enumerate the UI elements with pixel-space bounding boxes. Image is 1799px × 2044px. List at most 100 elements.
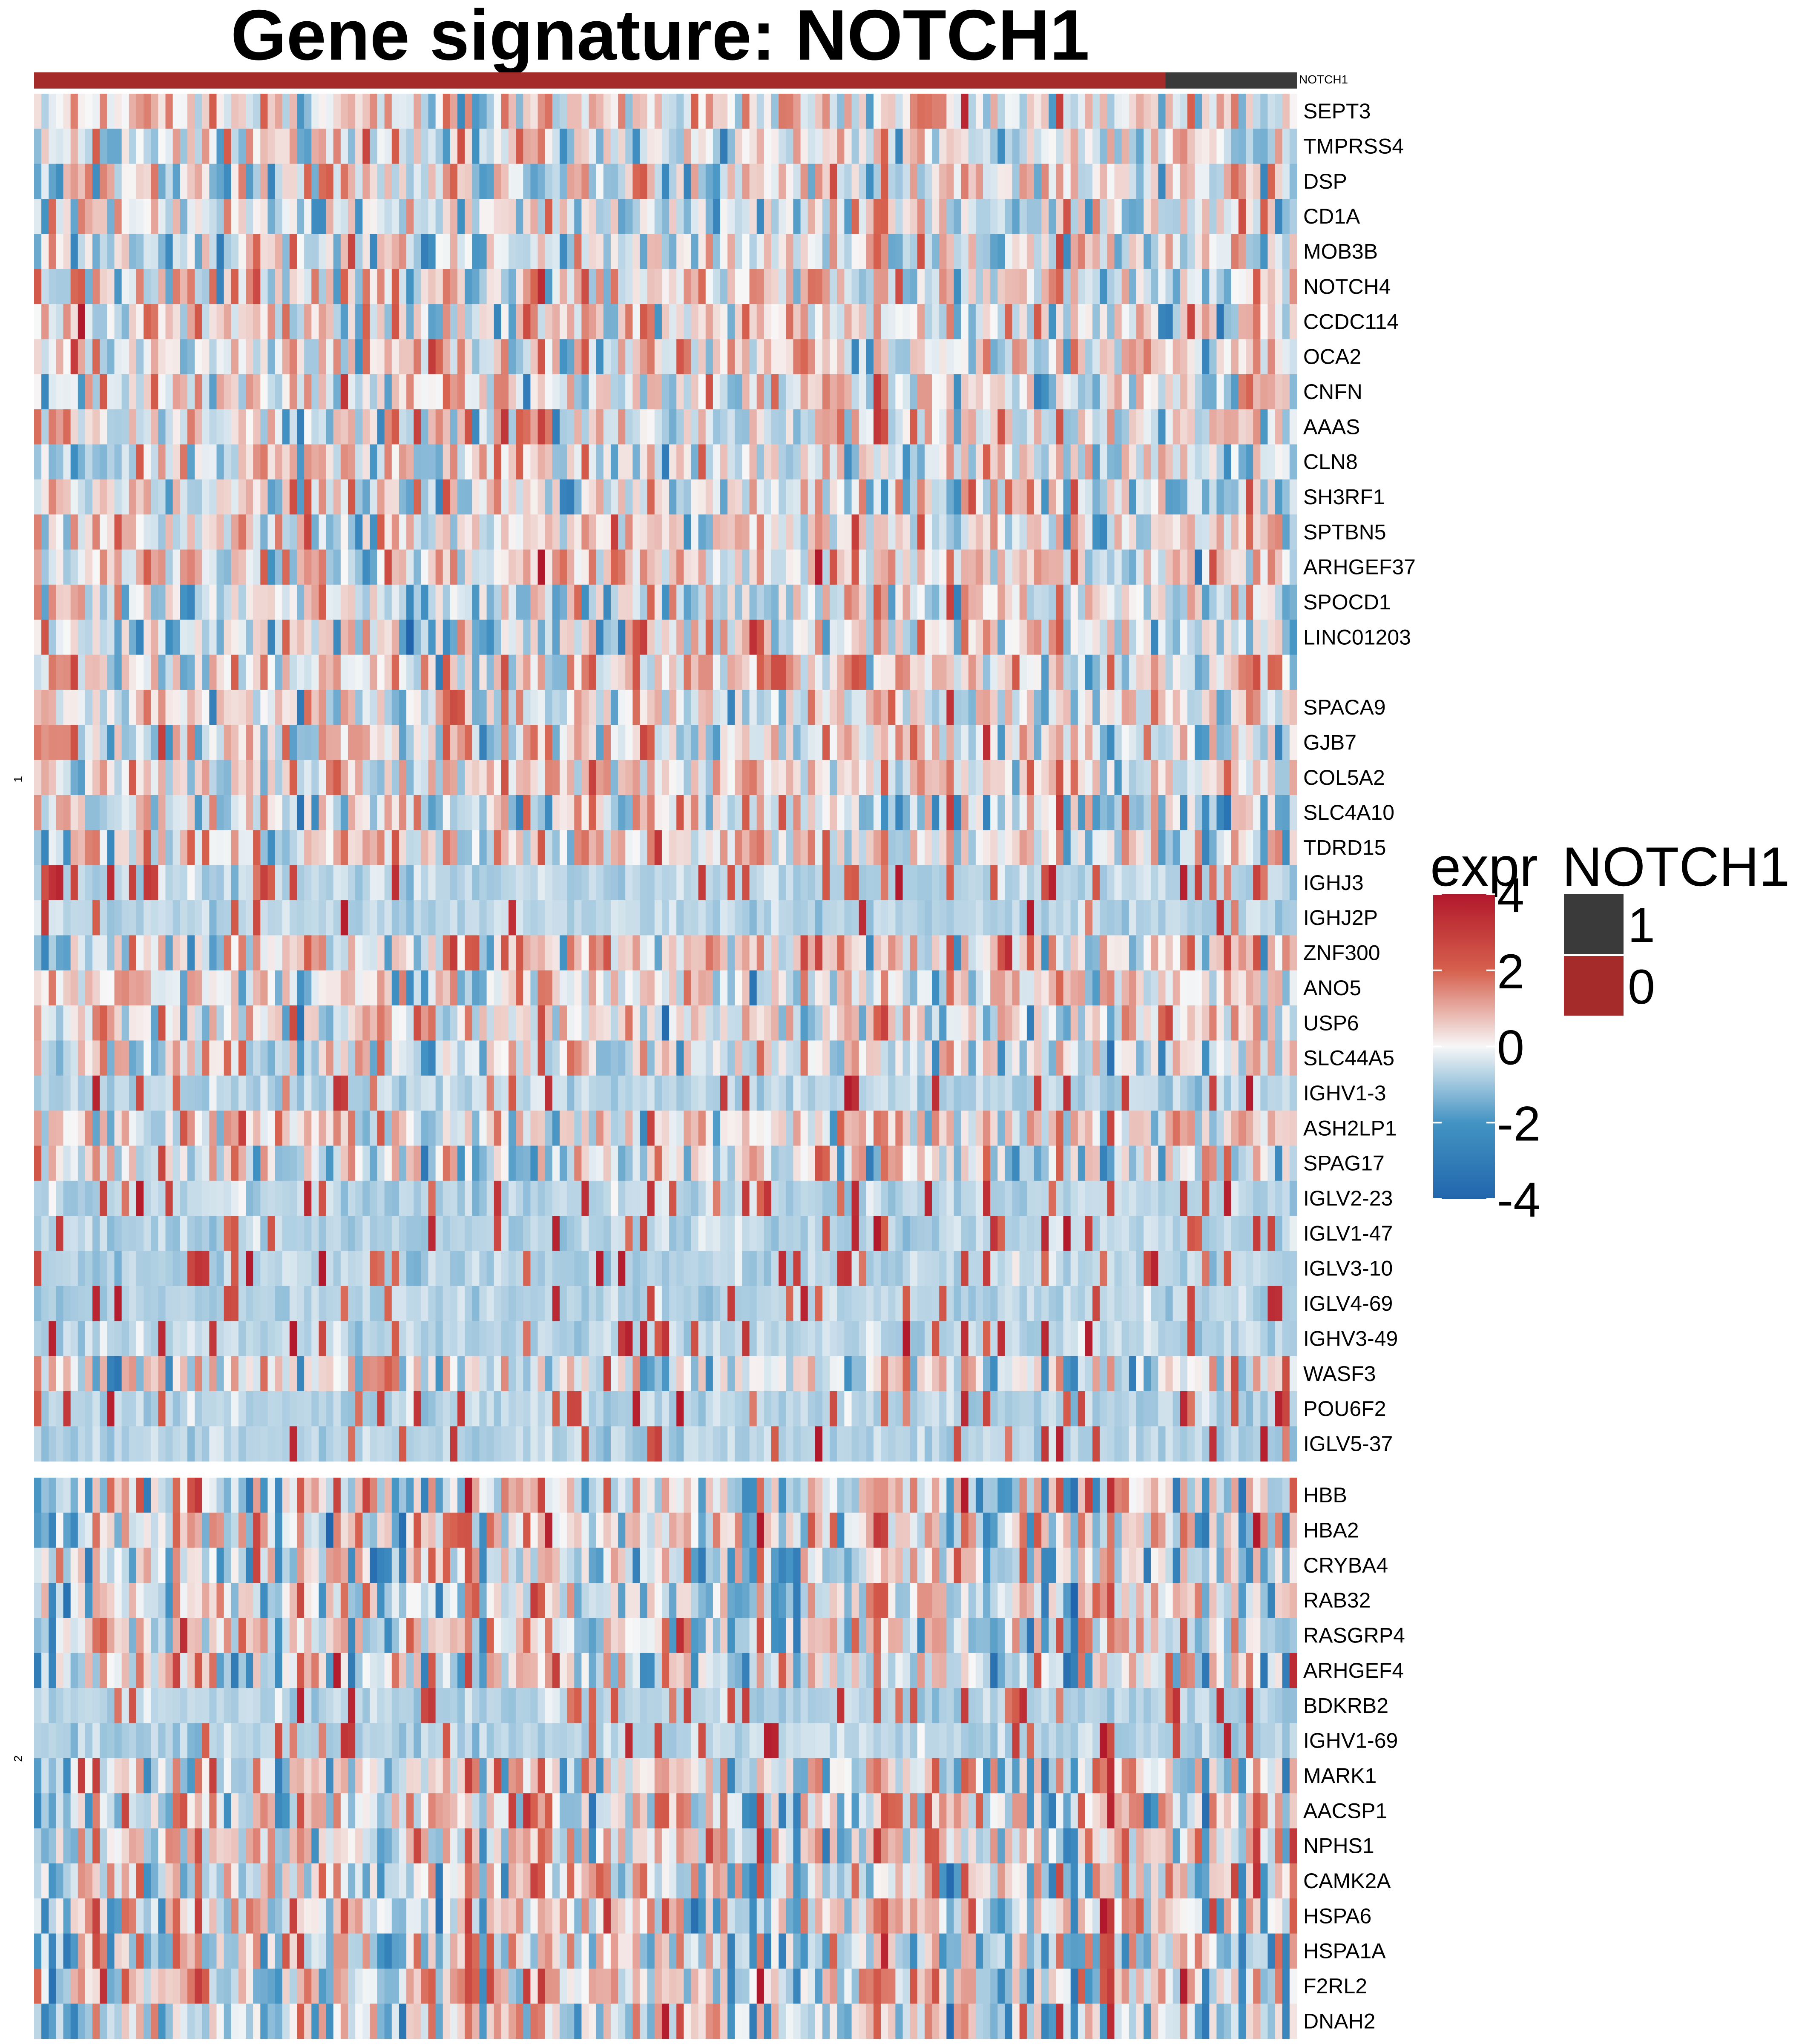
- heatmap-cell: [537, 374, 546, 410]
- heatmap-cell: [691, 339, 699, 375]
- heatmap-cell: [1173, 549, 1181, 585]
- heatmap-cell: [41, 1075, 49, 1111]
- heatmap-cell: [589, 935, 597, 971]
- heatmap-cell: [216, 129, 224, 164]
- heatmap-cell: [939, 620, 947, 655]
- annotation-group-0: [34, 72, 1166, 89]
- heatmap-cell: [1012, 655, 1020, 690]
- heatmap-cell: [472, 584, 480, 620]
- heatmap-cell: [457, 129, 465, 164]
- heatmap-cell: [859, 900, 867, 936]
- heatmap-cell: [523, 304, 531, 340]
- heatmap-cell: [275, 129, 283, 164]
- heatmap-cell: [859, 970, 867, 1006]
- heatmap-cell: [610, 199, 618, 234]
- heatmap-cell: [859, 549, 867, 585]
- heatmap-cell: [406, 339, 414, 375]
- heatmap-cell: [625, 970, 633, 1006]
- heatmap-cell: [289, 760, 297, 795]
- heatmap-cell: [859, 1040, 867, 1076]
- heatmap-cell: [1107, 234, 1115, 270]
- heatmap-cell: [296, 725, 305, 761]
- heatmap-cell: [1260, 655, 1268, 690]
- heatmap-cell: [275, 725, 283, 761]
- heatmap-cell: [705, 830, 713, 866]
- heatmap-cell: [705, 760, 713, 795]
- heatmap-cell: [866, 760, 874, 795]
- heatmap-cell: [56, 935, 64, 971]
- heatmap-cell: [537, 164, 546, 199]
- heatmap-cell: [1114, 339, 1122, 375]
- heatmap-cell: [1231, 725, 1239, 761]
- heatmap-cell: [661, 549, 670, 585]
- heatmap-cell: [997, 689, 1006, 725]
- heatmap-cell: [180, 164, 188, 199]
- heatmap-cell: [1216, 94, 1224, 129]
- heatmap-cell: [545, 620, 553, 655]
- heatmap-cell: [669, 409, 677, 445]
- heatmap-cell: [793, 970, 801, 1006]
- heatmap-cell: [479, 1075, 487, 1111]
- heatmap-cell: [1092, 900, 1100, 936]
- heatmap-cell: [1114, 549, 1122, 585]
- heatmap-cell: [1026, 129, 1035, 164]
- heatmap-cell: [384, 900, 392, 936]
- heatmap-cell: [756, 620, 764, 655]
- heatmap-cell: [195, 900, 202, 936]
- heatmap-cell: [1056, 584, 1064, 620]
- heatmap-cell: [968, 164, 976, 199]
- heatmap-cell: [107, 725, 115, 761]
- heatmap-cell: [1238, 689, 1246, 725]
- heatmap-cell: [311, 620, 319, 655]
- heatmap-cell: [851, 549, 859, 585]
- heatmap-cell: [187, 865, 195, 901]
- heatmap-cell: [771, 269, 779, 304]
- heatmap-cell: [391, 1040, 399, 1076]
- heatmap-cell: [851, 865, 859, 901]
- heatmap-cell: [1158, 689, 1166, 725]
- heatmap-cell: [1136, 865, 1144, 901]
- heatmap-cell: [144, 409, 151, 445]
- heatmap-cell: [231, 234, 239, 270]
- heatmap-cell: [1282, 1005, 1290, 1041]
- heatmap-cell: [895, 1005, 903, 1041]
- heatmap-cell: [1107, 900, 1115, 936]
- heatmap-cell: [530, 444, 538, 480]
- heatmap-cell: [574, 479, 582, 515]
- heatmap-cell: [377, 374, 385, 410]
- heatmap-cell: [1260, 199, 1268, 234]
- heatmap-cell: [1056, 1040, 1064, 1076]
- heatmap-cell: [1246, 935, 1253, 971]
- heatmap-cell: [669, 514, 677, 550]
- heatmap-cell: [333, 655, 341, 690]
- heatmap-cell: [486, 304, 494, 340]
- heatmap-cell: [1231, 830, 1239, 866]
- heatmap-cell: [370, 795, 378, 830]
- heatmap-cell: [800, 655, 808, 690]
- heatmap-cell: [545, 339, 553, 375]
- heatmap-cell: [618, 900, 626, 936]
- heatmap-cell: [946, 760, 954, 795]
- heatmap-cell: [1289, 830, 1297, 866]
- heatmap-cell: [70, 444, 78, 480]
- heatmap-cell: [509, 689, 516, 725]
- heatmap-cell: [326, 795, 334, 830]
- heatmap-cell: [837, 199, 845, 234]
- heatmap-cell: [246, 129, 253, 164]
- heatmap-cell: [567, 199, 575, 234]
- heatmap-cell: [326, 900, 334, 936]
- heatmap-cell: [41, 900, 49, 936]
- heatmap-cell: [1049, 795, 1057, 830]
- heatmap-cell: [764, 760, 772, 795]
- heatmap-cell: [414, 1040, 421, 1076]
- heatmap-cell: [902, 830, 911, 866]
- heatmap-cell: [983, 900, 991, 936]
- heatmap-cell: [742, 935, 750, 971]
- heatmap-cell: [100, 830, 107, 866]
- heatmap-cell: [1282, 900, 1290, 936]
- heatmap-cell: [391, 689, 399, 725]
- heatmap-cell: [1195, 479, 1202, 515]
- heatmap-cell: [333, 584, 341, 620]
- heatmap-cell: [523, 655, 531, 690]
- heatmap-cell: [654, 1005, 662, 1041]
